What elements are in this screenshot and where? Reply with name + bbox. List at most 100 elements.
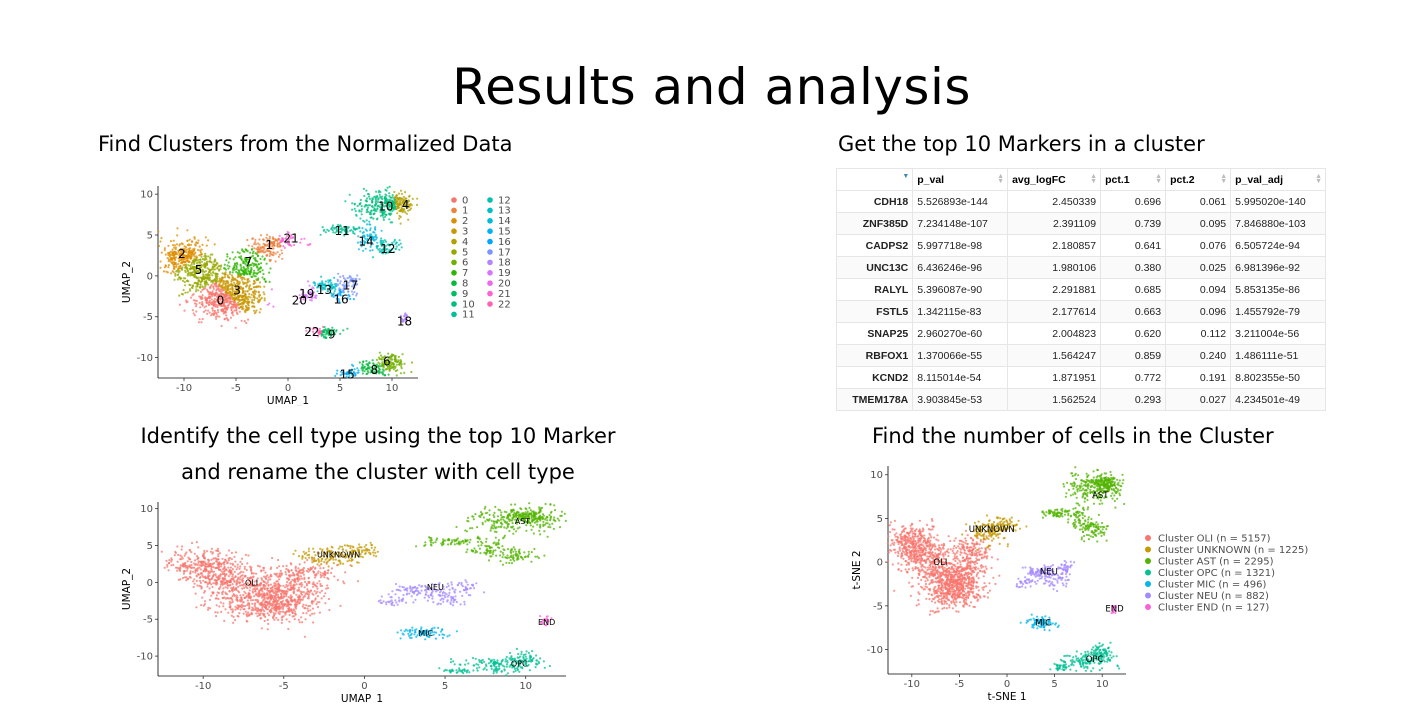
data-point <box>486 549 489 553</box>
data-point <box>220 308 223 311</box>
cluster-label: 6 <box>383 355 391 369</box>
data-point <box>311 561 314 564</box>
data-point <box>206 260 209 263</box>
data-point <box>356 227 359 230</box>
data-point <box>299 300 302 303</box>
data-point <box>225 306 228 309</box>
data-point <box>242 261 245 265</box>
data-point <box>317 335 320 338</box>
data-point <box>278 234 281 237</box>
data-point <box>558 519 561 522</box>
data-point <box>329 279 332 282</box>
data-point <box>503 520 506 523</box>
data-point <box>262 272 265 276</box>
data-point <box>195 255 198 258</box>
data-point <box>217 558 220 561</box>
data-point <box>331 326 334 329</box>
data-point <box>376 241 379 244</box>
header-pct2[interactable]: pct.2 ▲ ▼ <box>1165 168 1232 191</box>
data-point <box>311 607 314 610</box>
data-point <box>548 523 551 526</box>
data-point <box>316 572 319 575</box>
data-point <box>305 582 308 585</box>
data-point <box>497 525 500 528</box>
data-point <box>274 238 277 242</box>
data-point <box>252 282 255 285</box>
data-point <box>267 608 270 611</box>
data-point <box>370 369 373 372</box>
x-tick-label: 10 <box>519 681 532 692</box>
data-point <box>395 202 398 205</box>
data-point <box>200 560 203 563</box>
data-point <box>251 576 255 579</box>
data-point <box>216 292 219 295</box>
data-point <box>522 517 525 520</box>
data-point <box>380 371 383 374</box>
data-point <box>215 560 218 563</box>
data-point <box>485 537 488 540</box>
caption-find-clusters: Find Clusters from the Normalized Data <box>98 132 513 156</box>
data-point <box>248 292 251 295</box>
data-point <box>388 185 391 188</box>
data-point <box>481 513 484 516</box>
data-point <box>359 553 362 556</box>
data-point <box>216 277 219 280</box>
data-point <box>203 576 206 579</box>
data-point <box>329 285 332 288</box>
data-point <box>205 299 208 302</box>
data-point <box>210 547 213 550</box>
data-point <box>389 196 392 199</box>
data-point <box>281 610 285 613</box>
data-point <box>373 239 376 242</box>
header-pct1[interactable]: pct.1 ▲ ▼ <box>1100 168 1167 191</box>
data-point <box>536 523 539 526</box>
data-point <box>264 280 267 283</box>
data-point <box>267 622 270 625</box>
header-p-val-adj[interactable]: p_val_adj ▲ ▼ <box>1230 168 1326 191</box>
data-point <box>253 298 256 301</box>
data-point <box>529 524 532 527</box>
data-point <box>195 288 198 291</box>
data-point <box>271 604 274 607</box>
gene-name: TMEM178A <box>835 388 914 411</box>
header-rowname[interactable]: ▼ <box>835 168 914 191</box>
data-point <box>219 573 222 576</box>
p-val-adj-cell: 5.853135e-86 <box>1230 278 1326 301</box>
data-point <box>235 306 238 309</box>
data-point <box>274 260 277 263</box>
data-point <box>515 512 518 515</box>
data-point <box>484 520 487 523</box>
data-point <box>231 294 234 297</box>
data-point <box>408 195 411 198</box>
data-point <box>197 248 200 252</box>
data-point <box>515 516 518 519</box>
data-point <box>255 579 258 583</box>
data-point <box>398 209 401 212</box>
header-p-val[interactable]: p_val ▲ ▼ <box>912 168 1009 191</box>
data-point <box>254 259 257 262</box>
data-point <box>282 584 285 587</box>
data-point <box>224 577 227 581</box>
data-point <box>255 279 258 282</box>
data-point <box>492 527 495 530</box>
header-avg-logfc[interactable]: avg_logFC ▲ ▼ <box>1007 168 1102 191</box>
data-point <box>363 370 366 373</box>
data-point <box>263 299 266 302</box>
data-point <box>366 206 370 209</box>
data-point <box>321 548 324 551</box>
data-point <box>339 280 342 283</box>
data-point <box>339 275 342 278</box>
data-point <box>368 551 371 554</box>
data-point <box>193 314 196 317</box>
data-point <box>243 320 246 323</box>
data-point <box>391 221 394 224</box>
data-point <box>376 245 379 248</box>
table-row: ZNF385D 7.234148e-107 2.391109 0.739 0.095 7.… <box>835 212 1326 235</box>
data-point <box>185 579 188 582</box>
data-point <box>163 266 166 269</box>
data-point <box>289 584 292 587</box>
data-point <box>207 303 210 307</box>
data-point <box>166 565 169 568</box>
data-point <box>236 280 239 283</box>
data-point <box>405 212 409 215</box>
